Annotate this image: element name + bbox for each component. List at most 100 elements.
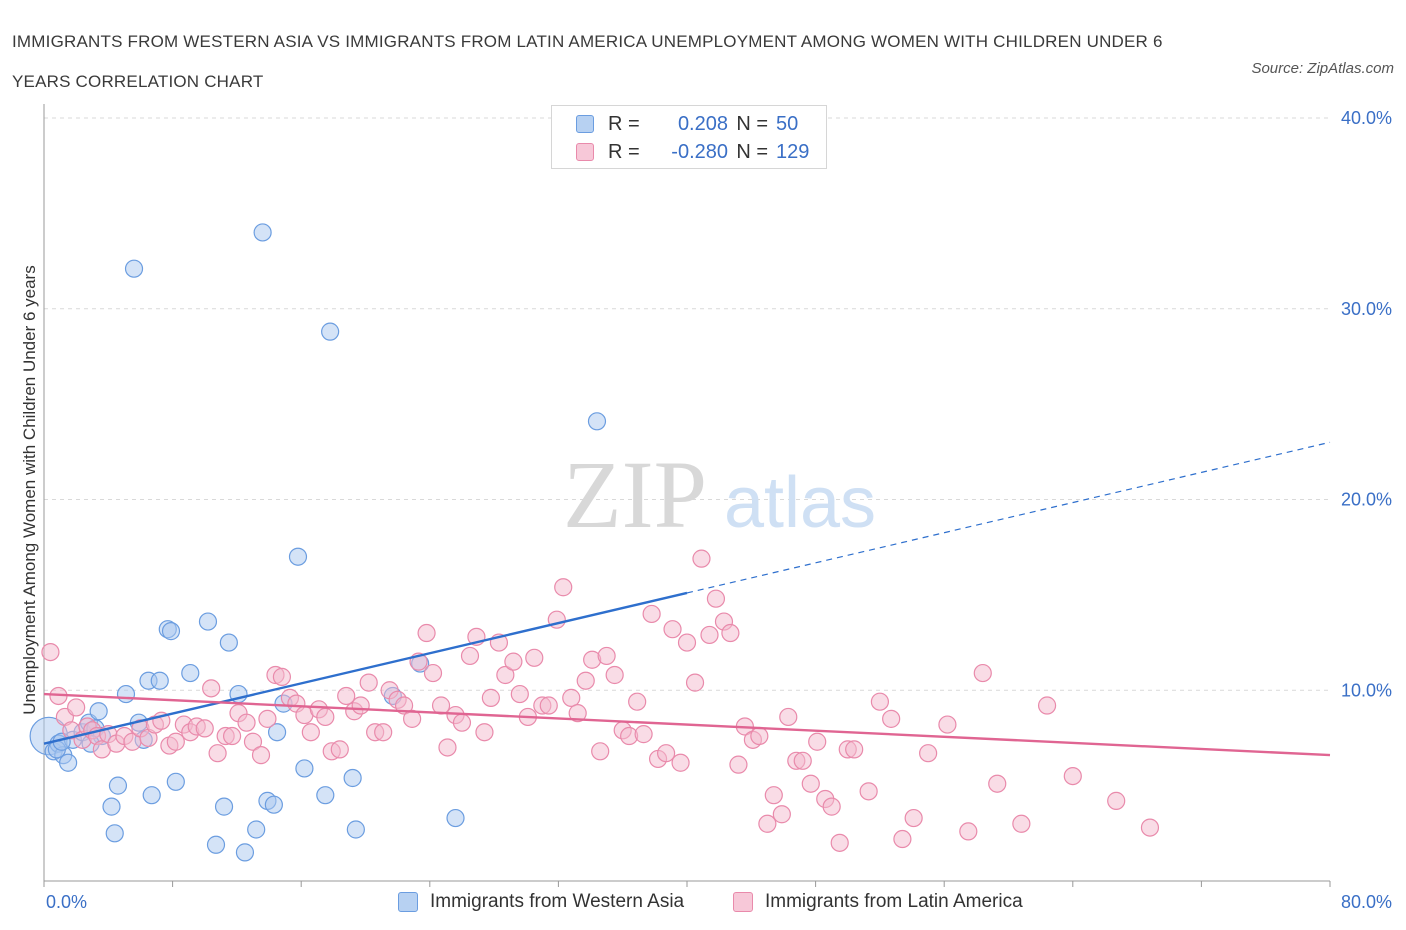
point-latin-america: [779, 707, 798, 727]
point-western-asia: [219, 633, 238, 652]
point-latin-america: [562, 688, 581, 707]
point-latin-america: [374, 723, 393, 742]
point-western-asia: [346, 820, 365, 839]
point-latin-america: [808, 732, 827, 751]
x-tick-label-min: 0.0%: [46, 892, 87, 912]
point-latin-america: [576, 671, 595, 690]
point-latin-america: [772, 805, 791, 824]
bottom-legend-blue: Immigrants from Western Asia: [398, 890, 684, 914]
point-western-asia: [116, 684, 136, 704]
legend-box: R = 0.208 N = 50 R = -0.280 N = 129: [551, 105, 827, 169]
legend-swatch-pink: [576, 143, 594, 161]
point-latin-america: [859, 782, 878, 801]
point-latin-america: [973, 663, 992, 683]
point-western-asia: [142, 786, 161, 805]
watermark: ZIP atlas: [563, 441, 876, 548]
bottom-legend-swatch-blue: [398, 892, 418, 912]
point-latin-america: [41, 642, 60, 662]
y-axis-label: Unemployment Among Women with Children U…: [20, 265, 39, 715]
point-latin-america: [301, 723, 320, 742]
point-latin-america: [882, 709, 901, 728]
point-latin-america: [272, 667, 292, 686]
point-latin-america: [605, 665, 624, 685]
point-latin-america: [642, 604, 661, 624]
point-latin-america: [423, 663, 443, 683]
point-western-asia: [105, 824, 124, 843]
point-latin-america: [663, 620, 682, 639]
point-western-asia: [267, 723, 287, 742]
point-latin-america: [685, 673, 705, 692]
legend-row-pink: R = -0.280 N = 129: [576, 139, 816, 165]
point-western-asia: [316, 786, 335, 805]
point-latin-america: [208, 744, 227, 763]
point-latin-america: [729, 755, 748, 774]
point-latin-america: [166, 732, 185, 751]
source-label: Source: ZipAtlas.com: [1251, 60, 1394, 77]
chart-title: IMMIGRANTS FROM WESTERN ASIA VS IMMIGRAN…: [12, 32, 1163, 91]
point-latin-america: [1063, 766, 1082, 786]
tick-labels: 10.0% 20.0% 30.0% 40.0% 0.0% 80.0%: [46, 108, 1392, 912]
legend-r-value-pink: -0.280: [671, 140, 728, 163]
point-latin-america: [758, 814, 777, 833]
point-latin-america: [195, 719, 214, 738]
point-latin-america: [568, 704, 587, 723]
point-latin-america: [692, 549, 711, 568]
trendline-western-asia: [43, 591, 688, 745]
point-latin-america: [801, 774, 820, 793]
point-latin-america: [750, 726, 769, 746]
series-blue-points: [29, 223, 607, 862]
point-latin-america: [677, 633, 697, 652]
point-western-asia: [214, 797, 234, 816]
point-latin-america: [634, 725, 653, 744]
point-latin-america: [251, 746, 271, 765]
legend-r-label: R =: [608, 112, 640, 135]
point-western-asia: [446, 808, 465, 828]
y-tick-label: 40.0%: [1341, 108, 1392, 128]
point-latin-america: [330, 740, 349, 759]
point-latin-america: [351, 696, 370, 715]
point-latin-america: [597, 646, 616, 666]
trendlines: [43, 441, 1331, 757]
point-latin-america: [938, 715, 957, 734]
bottom-legend-label-blue: Immigrants from Western Asia: [430, 891, 685, 912]
point-latin-america: [845, 740, 864, 759]
bottom-legend-swatch-pink: [733, 892, 753, 912]
point-latin-america: [919, 744, 938, 763]
point-latin-america: [671, 753, 690, 772]
y-tick-label: 30.0%: [1341, 299, 1392, 319]
legend-n-label: N =: [736, 140, 768, 163]
series-pink-points: [41, 549, 1160, 852]
legend-swatch-blue: [576, 115, 594, 133]
point-latin-america: [481, 688, 500, 707]
point-latin-america: [628, 692, 647, 711]
point-western-asia: [288, 547, 308, 566]
legend-n-value-pink: 129: [776, 140, 810, 163]
point-latin-america: [525, 648, 544, 667]
point-latin-america: [539, 696, 558, 715]
point-latin-america: [591, 742, 610, 761]
point-latin-america: [870, 692, 890, 711]
legend-n-value-blue: 50: [776, 112, 799, 135]
trendline-latin-america: [43, 692, 1331, 757]
grid-lines: [44, 117, 1330, 691]
point-western-asia: [343, 768, 362, 788]
point-latin-america: [460, 646, 480, 666]
point-western-asia: [102, 797, 121, 816]
point-latin-america: [1012, 814, 1031, 833]
point-western-asia: [150, 671, 169, 690]
legend-n-label: N =: [736, 112, 768, 135]
point-latin-america: [554, 578, 573, 597]
point-latin-america: [830, 833, 849, 852]
bottom-legend-pink: Immigrants from Latin America: [733, 890, 1023, 914]
point-western-asia: [161, 622, 181, 641]
point-latin-america: [1037, 696, 1057, 715]
point-western-asia: [59, 753, 78, 772]
point-latin-america: [202, 679, 221, 698]
point-latin-america: [258, 709, 277, 728]
point-western-asia: [89, 702, 108, 721]
point-latin-america: [793, 751, 812, 770]
point-western-asia: [253, 223, 272, 242]
point-latin-america: [1107, 791, 1126, 810]
point-latin-america: [988, 774, 1007, 793]
trendline-western-asia-extension: [686, 441, 1331, 594]
